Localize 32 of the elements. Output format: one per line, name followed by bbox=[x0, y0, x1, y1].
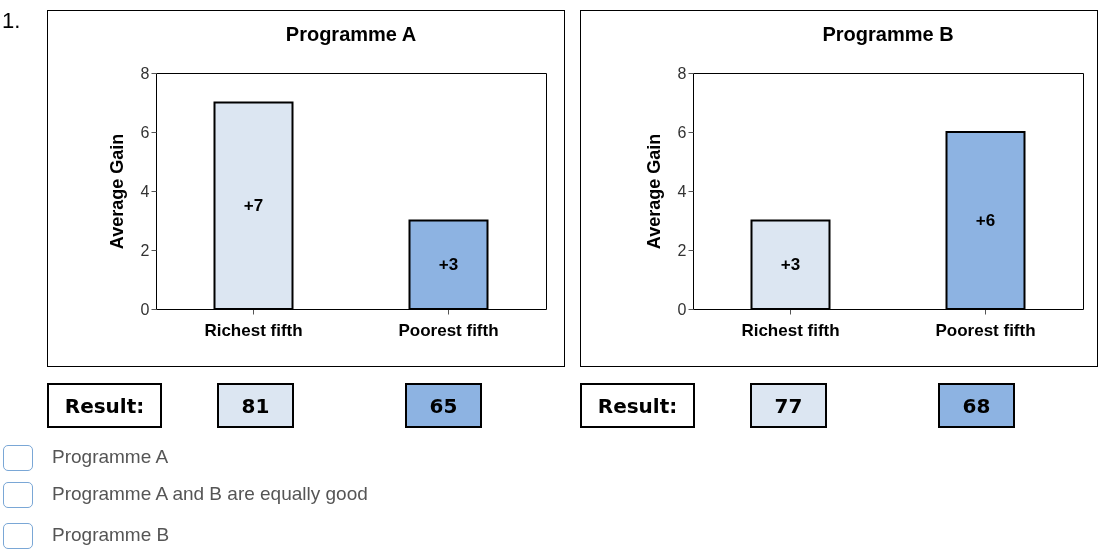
chart-title: Programme B bbox=[822, 23, 954, 45]
y-tick-label: 4 bbox=[677, 182, 687, 200]
text: Result: bbox=[47, 383, 162, 428]
data-label: +3 bbox=[438, 254, 459, 274]
x-tick-label: Richest fifth bbox=[204, 320, 303, 340]
data-label: +6 bbox=[975, 210, 996, 230]
y-tick-label: 0 bbox=[140, 300, 150, 318]
y-axis-title: Average Gain bbox=[643, 133, 664, 250]
y-tick-label: 0 bbox=[677, 300, 687, 318]
text: 1. bbox=[2, 8, 21, 34]
text: 81 bbox=[217, 383, 294, 428]
y-tick-label: 2 bbox=[677, 241, 687, 259]
y-axis-title: Average Gain bbox=[106, 133, 127, 250]
y-tick-label: 2 bbox=[140, 241, 150, 259]
data-label: +7 bbox=[243, 195, 264, 215]
text: 77 bbox=[750, 383, 827, 428]
text: Result: bbox=[580, 383, 695, 428]
x-tick-label: Poorest fifth bbox=[398, 320, 499, 340]
y-tick-label: 4 bbox=[140, 182, 150, 200]
y-tick-label: 6 bbox=[140, 123, 150, 141]
y-tick-label: 8 bbox=[677, 64, 687, 82]
x-tick-label: Poorest fifth bbox=[935, 320, 1036, 340]
y-tick-label: 8 bbox=[140, 64, 150, 82]
x-tick-label: Richest fifth bbox=[741, 320, 840, 340]
chart-title: Programme A bbox=[285, 23, 417, 45]
y-tick-label: 6 bbox=[677, 123, 687, 141]
text: 68 bbox=[938, 383, 1015, 428]
text: Programme A and B are equally good bbox=[52, 483, 368, 505]
text: Programme A bbox=[52, 446, 169, 468]
text: Programme B bbox=[52, 524, 170, 546]
text: 65 bbox=[405, 383, 482, 428]
data-label: +3 bbox=[780, 254, 801, 274]
